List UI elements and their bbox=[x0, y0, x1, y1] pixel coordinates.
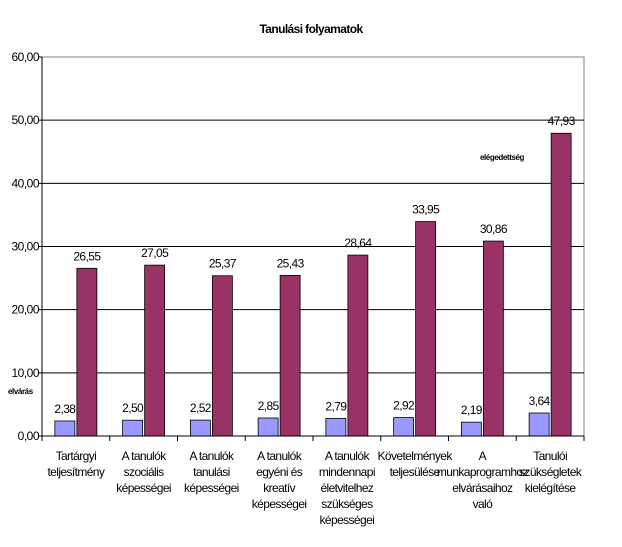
data-label: 33,95 bbox=[412, 203, 440, 217]
bar-satisfaction bbox=[347, 254, 369, 437]
y-tick-label: 40,00 bbox=[11, 176, 39, 190]
series-annotation-satisfaction: elégedettség bbox=[480, 153, 525, 162]
x-category-label: Követelmények teljesülése bbox=[378, 449, 454, 479]
data-label: 2,52 bbox=[190, 401, 212, 415]
x-category-label: Tartárgyi teljesítmény bbox=[47, 449, 104, 479]
bar-satisfaction bbox=[144, 264, 166, 437]
bar-expectation bbox=[528, 412, 550, 437]
bar-expectation bbox=[257, 417, 279, 437]
data-label: 2,85 bbox=[258, 399, 280, 413]
y-tick-label: 20,00 bbox=[11, 303, 39, 317]
data-label: 25,43 bbox=[277, 256, 305, 270]
y-tick-label: 50,00 bbox=[11, 113, 39, 127]
bar-satisfaction bbox=[415, 221, 437, 437]
bar-satisfaction bbox=[550, 132, 572, 437]
bar-expectation bbox=[325, 417, 347, 437]
data-label: 30,86 bbox=[480, 222, 508, 236]
bar-expectation bbox=[122, 419, 144, 437]
bar-satisfaction bbox=[76, 267, 98, 437]
bar-satisfaction bbox=[482, 240, 504, 437]
data-label: 47,93 bbox=[548, 114, 576, 128]
x-category-label: A tanulók mindennapi életvitelhez szükséges… bbox=[319, 449, 375, 527]
data-label: 27,05 bbox=[141, 246, 169, 260]
y-tick-label: 60,00 bbox=[11, 50, 39, 64]
bar-expectation bbox=[54, 420, 76, 437]
x-category-label: A tanulók szociális képességei bbox=[116, 449, 171, 495]
y-tick-label: 0,00 bbox=[18, 429, 40, 443]
x-category-label: Tanulói szükségletek kielégítése bbox=[519, 449, 583, 495]
x-category-label: A tanulók egyéni és kreatív képességei bbox=[252, 449, 307, 511]
x-category-label: A tanulók tanulási képességei bbox=[184, 449, 239, 495]
bar-satisfaction bbox=[279, 274, 301, 437]
chart-title: Tanulási folyamatok bbox=[259, 22, 363, 36]
bar-expectation bbox=[393, 417, 415, 437]
bar-expectation bbox=[460, 421, 482, 437]
data-label: 2,19 bbox=[461, 403, 483, 417]
data-label: 2,50 bbox=[122, 401, 144, 415]
data-label: 26,55 bbox=[73, 249, 101, 263]
data-label: 28,64 bbox=[344, 236, 372, 250]
y-tick-label: 30,00 bbox=[11, 240, 39, 254]
bar-expectation bbox=[189, 419, 211, 437]
y-tick-label: 10,00 bbox=[11, 366, 39, 380]
data-label: 25,37 bbox=[209, 257, 237, 271]
series-annotation-expectation: elvárás bbox=[8, 387, 34, 396]
data-label: 2,38 bbox=[54, 402, 76, 416]
data-label: 2,79 bbox=[325, 399, 347, 413]
data-label: 2,92 bbox=[393, 399, 415, 413]
data-label: 3,64 bbox=[529, 394, 551, 408]
bar-satisfaction bbox=[211, 275, 233, 437]
